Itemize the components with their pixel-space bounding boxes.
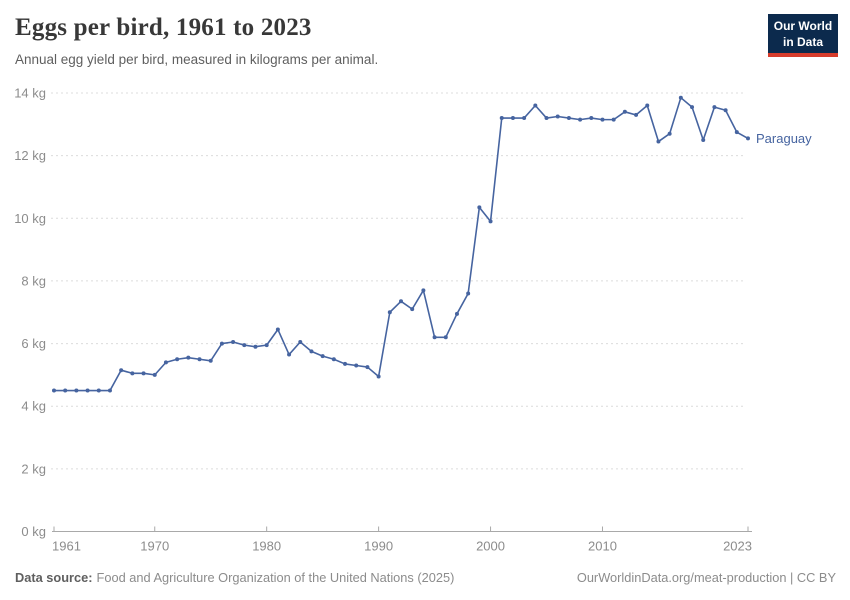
data-point[interactable] (410, 307, 415, 312)
data-point[interactable] (454, 311, 459, 316)
data-point[interactable] (119, 368, 124, 373)
data-point[interactable] (678, 95, 683, 100)
x-axis-tick-label: 2023 (723, 539, 752, 554)
y-axis-tick-label: 0 kg (21, 524, 46, 539)
data-point[interactable] (163, 360, 168, 365)
data-point[interactable] (63, 388, 68, 393)
data-point[interactable] (275, 327, 280, 332)
data-point[interactable] (746, 136, 750, 141)
data-point[interactable] (242, 343, 247, 348)
data-point[interactable] (264, 343, 269, 348)
data-point[interactable] (365, 365, 370, 370)
data-point[interactable] (343, 361, 348, 366)
data-point[interactable] (130, 371, 135, 376)
y-axis-tick-label: 6 kg (21, 336, 46, 351)
data-point[interactable] (107, 388, 112, 393)
data-point[interactable] (141, 371, 146, 376)
owid-logo: Our World in Data (768, 14, 838, 58)
data-source-text: Food and Agriculture Organization of the… (96, 570, 455, 585)
x-axis-tick-label: 1970 (140, 539, 169, 554)
page-title: Eggs per bird, 1961 to 2023 (15, 14, 312, 41)
data-point[interactable] (712, 105, 717, 110)
data-point[interactable] (723, 108, 728, 113)
data-source: Data source: Food and Agriculture Organiz… (15, 570, 454, 585)
data-point[interactable] (387, 310, 392, 315)
x-axis-tick-label: 2010 (588, 539, 617, 554)
data-point[interactable] (611, 117, 616, 122)
data-point[interactable] (466, 291, 471, 296)
y-axis-tick-label: 2 kg (21, 461, 46, 476)
series-label-paraguay[interactable]: Paraguay (756, 131, 812, 146)
data-point[interactable] (287, 352, 292, 357)
y-axis-tick-label: 4 kg (21, 399, 46, 414)
data-point[interactable] (578, 117, 583, 122)
data-point[interactable] (622, 109, 627, 114)
data-point[interactable] (634, 112, 639, 117)
data-point[interactable] (555, 114, 560, 119)
data-point[interactable] (443, 335, 448, 340)
data-point[interactable] (701, 137, 706, 142)
y-axis-tick-label: 10 kg (14, 211, 46, 226)
owid-logo-line1: Our World (773, 19, 833, 33)
data-source-label: Data source: (15, 570, 93, 585)
data-point[interactable] (208, 358, 213, 363)
x-axis-tick-label: 1980 (252, 539, 281, 554)
footer-citation-link[interactable]: OurWorldinData.org/meat-production | CC … (576, 570, 836, 585)
data-point[interactable] (152, 372, 157, 377)
y-axis-tick-label: 14 kg (14, 86, 46, 101)
data-point[interactable] (656, 139, 661, 144)
owid-logo-line2: in Data (782, 34, 823, 49)
data-point[interactable] (645, 103, 650, 108)
data-point[interactable] (600, 117, 605, 122)
chart-subtitle: Annual egg yield per bird, measured in k… (15, 52, 379, 67)
data-point[interactable] (52, 388, 56, 393)
data-point[interactable] (197, 357, 202, 362)
data-point[interactable] (96, 388, 101, 393)
data-point[interactable] (219, 341, 224, 346)
data-point[interactable] (499, 116, 504, 121)
data-point[interactable] (253, 344, 258, 349)
data-point[interactable] (320, 354, 325, 359)
data-point[interactable] (690, 105, 695, 110)
chart-footer: Data source: Food and Agriculture Organiz… (15, 570, 836, 585)
y-axis-tick-label: 12 kg (14, 148, 46, 163)
data-point[interactable] (421, 288, 426, 293)
data-point[interactable] (510, 116, 515, 121)
data-point[interactable] (231, 340, 236, 345)
data-point[interactable] (186, 355, 191, 360)
data-point[interactable] (85, 388, 90, 393)
x-axis-tick-label: 1990 (364, 539, 393, 554)
data-point[interactable] (298, 340, 303, 345)
data-point[interactable] (544, 116, 549, 121)
data-point[interactable] (589, 116, 594, 121)
data-point[interactable] (477, 205, 482, 210)
data-point[interactable] (354, 363, 359, 368)
data-point[interactable] (309, 349, 314, 354)
data-point[interactable] (376, 374, 381, 379)
data-point[interactable] (432, 335, 437, 340)
data-point[interactable] (488, 219, 493, 224)
data-point[interactable] (533, 103, 538, 108)
data-point[interactable] (399, 299, 403, 304)
paraguay-series-line[interactable] (54, 96, 749, 392)
data-point[interactable] (734, 130, 739, 135)
y-axis-tick-label: 8 kg (21, 273, 46, 288)
data-point[interactable] (175, 357, 180, 362)
data-point[interactable] (566, 116, 571, 121)
data-point[interactable] (331, 357, 336, 362)
x-axis-tick-label: 1961 (52, 539, 81, 554)
data-point[interactable] (522, 116, 527, 121)
data-point[interactable] (667, 131, 672, 136)
x-axis-tick-label: 2000 (476, 539, 505, 554)
data-point[interactable] (74, 388, 79, 393)
